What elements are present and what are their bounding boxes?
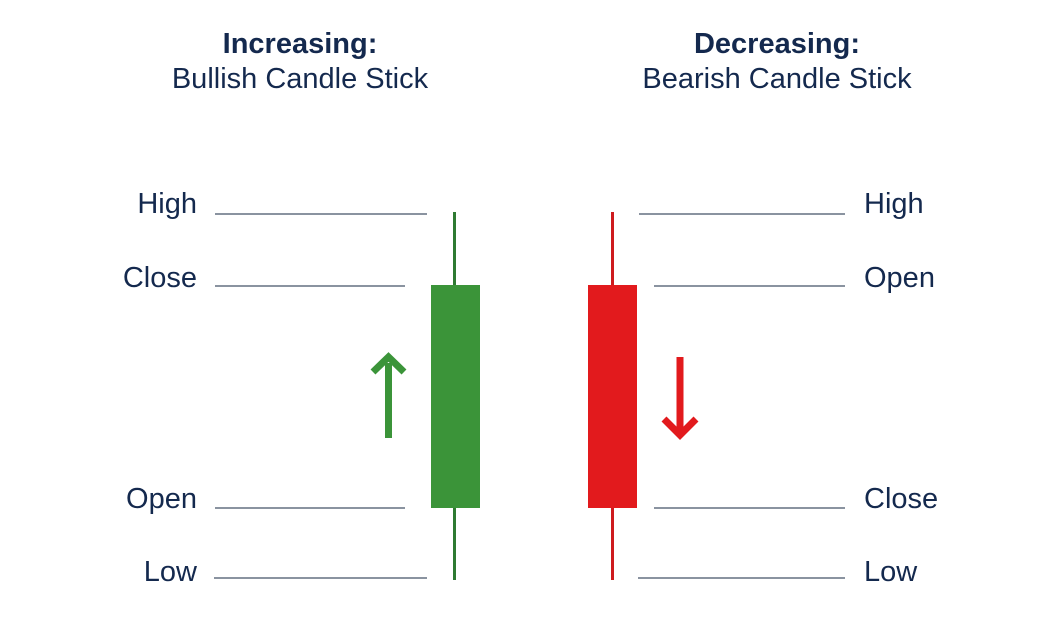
- bearish-low-line: [638, 577, 845, 579]
- bearish-high-line: [639, 213, 845, 215]
- bearish-low-label: Low: [864, 556, 918, 588]
- bullish-high-line: [215, 213, 427, 215]
- bearish-title-line1: Decreasing:: [693, 28, 860, 60]
- bullish-title-line2: Bullish Candle Stick: [171, 63, 429, 95]
- bearish-open-label: Open: [864, 262, 935, 294]
- bearish-title: Decreasing: Bearish Candle Stick: [577, 27, 977, 97]
- bullish-high-label: High: [137, 188, 197, 220]
- bullish-candle-body: [431, 285, 480, 508]
- bullish-low-label: Low: [143, 556, 197, 588]
- bullish-open-label: Open: [126, 483, 197, 515]
- bullish-open-line: [215, 507, 405, 509]
- bearish-open-line: [654, 285, 845, 287]
- down-arrow-head: [661, 416, 699, 440]
- bearish-close-line: [654, 507, 845, 509]
- bearish-title-line2: Bearish Candle Stick: [642, 63, 912, 95]
- bullish-close-line: [215, 285, 405, 287]
- bullish-low-line: [214, 577, 427, 579]
- up-arrow-head: [370, 352, 407, 375]
- down-arrow-icon: [661, 357, 699, 440]
- bearish-close-label: Close: [864, 483, 939, 515]
- bearish-high-label: High: [864, 188, 924, 220]
- bullish-close-label: Close: [122, 262, 197, 294]
- bearish-candle-body: [588, 285, 637, 508]
- bullish-title: Increasing: Bullish Candle Stick: [100, 27, 500, 97]
- bullish-title-line1: Increasing:: [222, 28, 378, 60]
- up-arrow-icon: [370, 352, 407, 438]
